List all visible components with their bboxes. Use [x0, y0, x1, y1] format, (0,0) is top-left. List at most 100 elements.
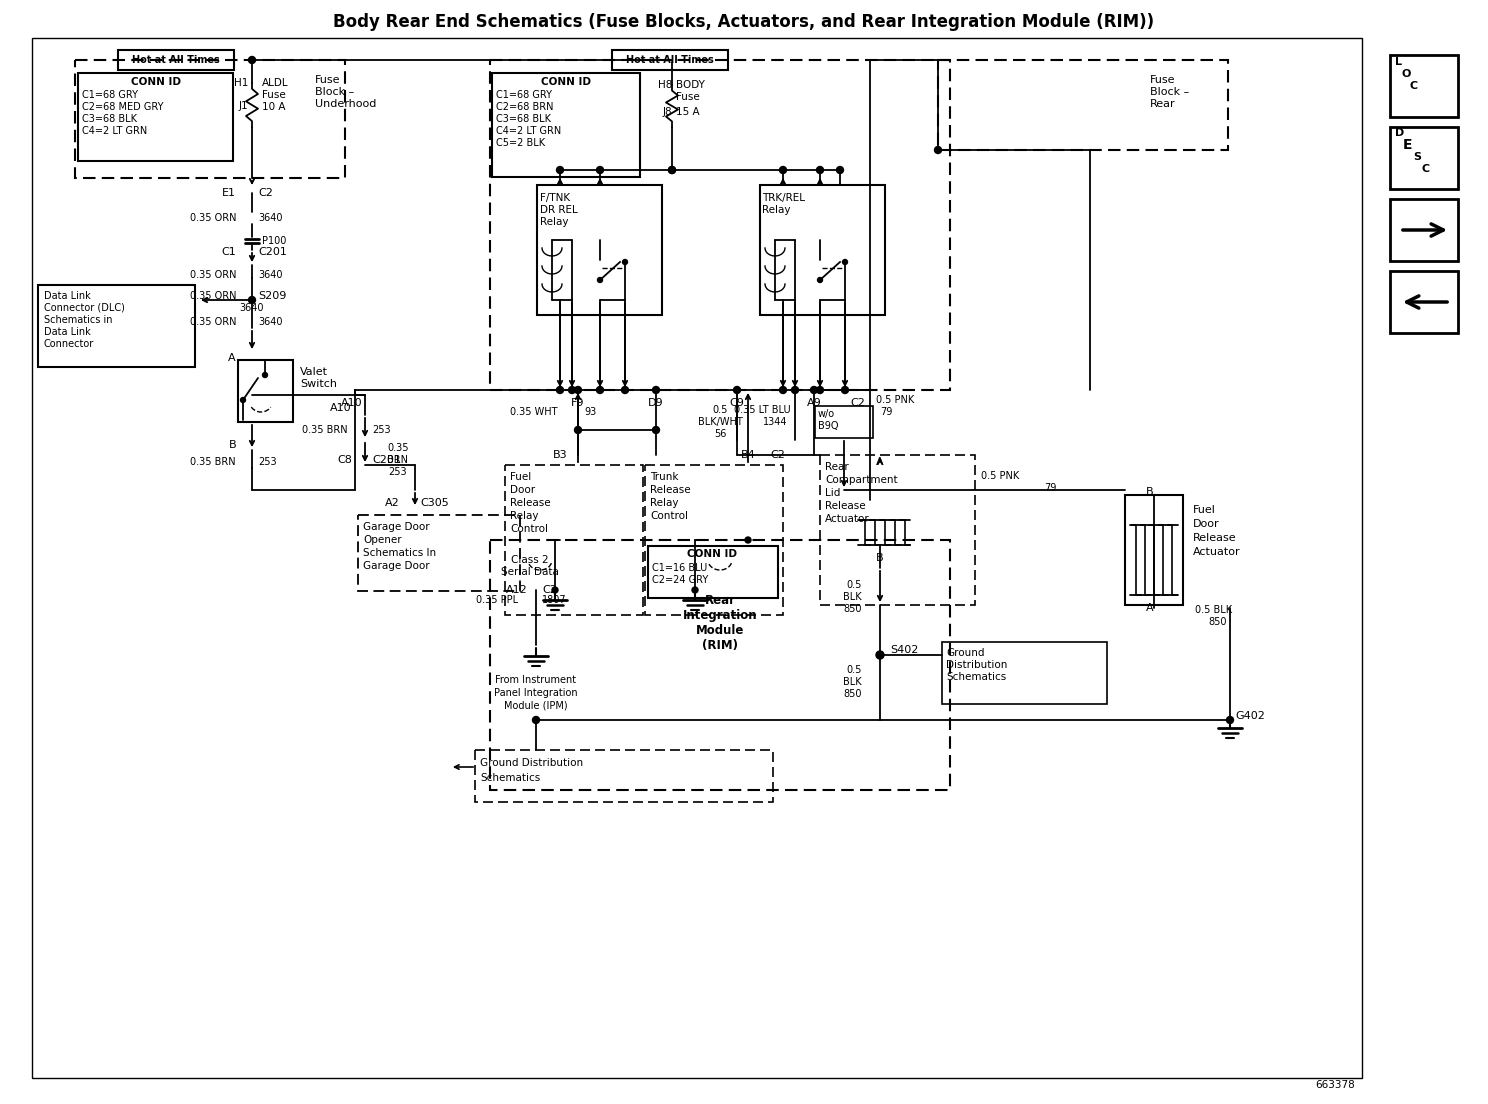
- Text: C3=68 BLK: C3=68 BLK: [496, 114, 551, 124]
- Text: Compartment: Compartment: [824, 475, 897, 485]
- Text: Garage Door: Garage Door: [363, 522, 430, 532]
- Bar: [942, 643, 1107, 704]
- Text: Control: Control: [510, 524, 548, 534]
- Text: C201: C201: [372, 455, 400, 465]
- Text: C8: C8: [338, 455, 353, 465]
- Bar: [74, 60, 345, 178]
- Bar: [644, 465, 783, 615]
- Text: Serial Data: Serial Data: [501, 567, 559, 577]
- Text: P100: P100: [262, 236, 286, 246]
- Bar: [820, 455, 975, 605]
- Text: F/TNK: F/TNK: [540, 193, 570, 203]
- Text: 253: 253: [257, 457, 277, 467]
- Text: L: L: [1396, 57, 1402, 67]
- Text: Switch: Switch: [301, 379, 336, 389]
- Text: TRK/REL: TRK/REL: [762, 193, 805, 203]
- Text: C305: C305: [420, 498, 449, 508]
- Text: Actuator: Actuator: [824, 514, 870, 524]
- Text: Fuse: Fuse: [315, 75, 341, 85]
- Text: 253: 253: [388, 467, 408, 477]
- Circle shape: [568, 386, 576, 393]
- Text: Class 2: Class 2: [512, 555, 549, 565]
- Text: Schematics In: Schematics In: [363, 548, 436, 558]
- Circle shape: [622, 386, 628, 393]
- Circle shape: [817, 277, 823, 283]
- Text: 1807: 1807: [542, 595, 567, 605]
- Circle shape: [792, 386, 799, 393]
- Circle shape: [811, 386, 817, 393]
- Bar: [504, 465, 643, 615]
- Text: B4: B4: [741, 450, 756, 460]
- Text: C5=2 BLK: C5=2 BLK: [496, 138, 545, 148]
- Text: B3: B3: [552, 450, 567, 460]
- Text: Rear: Rear: [1150, 99, 1176, 109]
- Bar: [238, 360, 293, 422]
- Text: S: S: [1414, 152, 1421, 162]
- Circle shape: [653, 426, 659, 434]
- Text: C2=68 MED GRY: C2=68 MED GRY: [82, 102, 164, 112]
- Circle shape: [241, 397, 246, 403]
- Text: C4=2 LT GRN: C4=2 LT GRN: [496, 126, 561, 136]
- Text: Ground: Ground: [946, 648, 985, 658]
- Bar: [537, 185, 662, 315]
- Text: 0.5 BLK: 0.5 BLK: [1195, 605, 1232, 615]
- Circle shape: [780, 167, 787, 173]
- Text: BRN: BRN: [387, 455, 409, 465]
- Bar: [33, 38, 1362, 1078]
- Text: Relay: Relay: [650, 498, 679, 508]
- Text: C3=68 BLK: C3=68 BLK: [82, 114, 137, 124]
- Text: Fuel: Fuel: [510, 473, 531, 482]
- Bar: [118, 50, 234, 70]
- Circle shape: [248, 56, 256, 64]
- Bar: [475, 750, 772, 802]
- Bar: [647, 546, 778, 598]
- Text: 10 A: 10 A: [262, 102, 286, 112]
- Text: CONN ID: CONN ID: [131, 77, 182, 87]
- Bar: [359, 514, 519, 591]
- Text: A9: A9: [806, 399, 821, 408]
- Text: 56: 56: [714, 429, 726, 439]
- Text: BODY: BODY: [676, 79, 705, 91]
- Text: Fuse: Fuse: [676, 92, 699, 102]
- Text: 93: 93: [583, 407, 597, 417]
- Text: 0.35 ORN: 0.35 ORN: [189, 270, 237, 280]
- Text: H1: H1: [234, 78, 248, 88]
- Text: Module: Module: [696, 624, 744, 637]
- Circle shape: [668, 167, 676, 173]
- Text: J1: J1: [238, 100, 248, 112]
- Text: E1: E1: [222, 188, 237, 198]
- Bar: [760, 185, 885, 315]
- Text: A10: A10: [341, 399, 363, 408]
- Circle shape: [597, 386, 604, 393]
- Text: C2: C2: [257, 188, 272, 198]
- Text: Relay: Relay: [762, 205, 790, 215]
- Text: S209: S209: [257, 291, 286, 301]
- Text: Ground Distribution: Ground Distribution: [481, 758, 583, 768]
- Bar: [493, 73, 640, 177]
- Circle shape: [598, 277, 603, 283]
- Text: 663378: 663378: [1315, 1080, 1356, 1090]
- Text: Rear: Rear: [704, 594, 735, 606]
- Bar: [77, 73, 234, 161]
- Text: CONN ID: CONN ID: [687, 549, 737, 559]
- Text: Actuator: Actuator: [1193, 546, 1241, 558]
- Text: Schematics: Schematics: [481, 773, 540, 783]
- Text: Block –: Block –: [1150, 87, 1189, 97]
- Text: Relay: Relay: [510, 511, 539, 521]
- Text: Door: Door: [510, 485, 536, 495]
- Text: Fuel: Fuel: [1193, 505, 1216, 514]
- Text: J8: J8: [662, 107, 673, 117]
- Text: 0.35 ORN: 0.35 ORN: [189, 317, 237, 327]
- Text: Release: Release: [824, 501, 866, 511]
- Bar: [1125, 495, 1183, 605]
- Text: Connector: Connector: [45, 339, 94, 349]
- Text: A2: A2: [385, 498, 400, 508]
- Bar: [490, 60, 949, 390]
- Text: C: C: [1421, 164, 1428, 174]
- Circle shape: [817, 167, 823, 173]
- Text: 0.5: 0.5: [847, 665, 862, 675]
- Text: C2=24 GRY: C2=24 GRY: [652, 575, 708, 585]
- Text: A: A: [1146, 603, 1153, 613]
- Bar: [937, 60, 1228, 150]
- Text: G402: G402: [1235, 711, 1265, 721]
